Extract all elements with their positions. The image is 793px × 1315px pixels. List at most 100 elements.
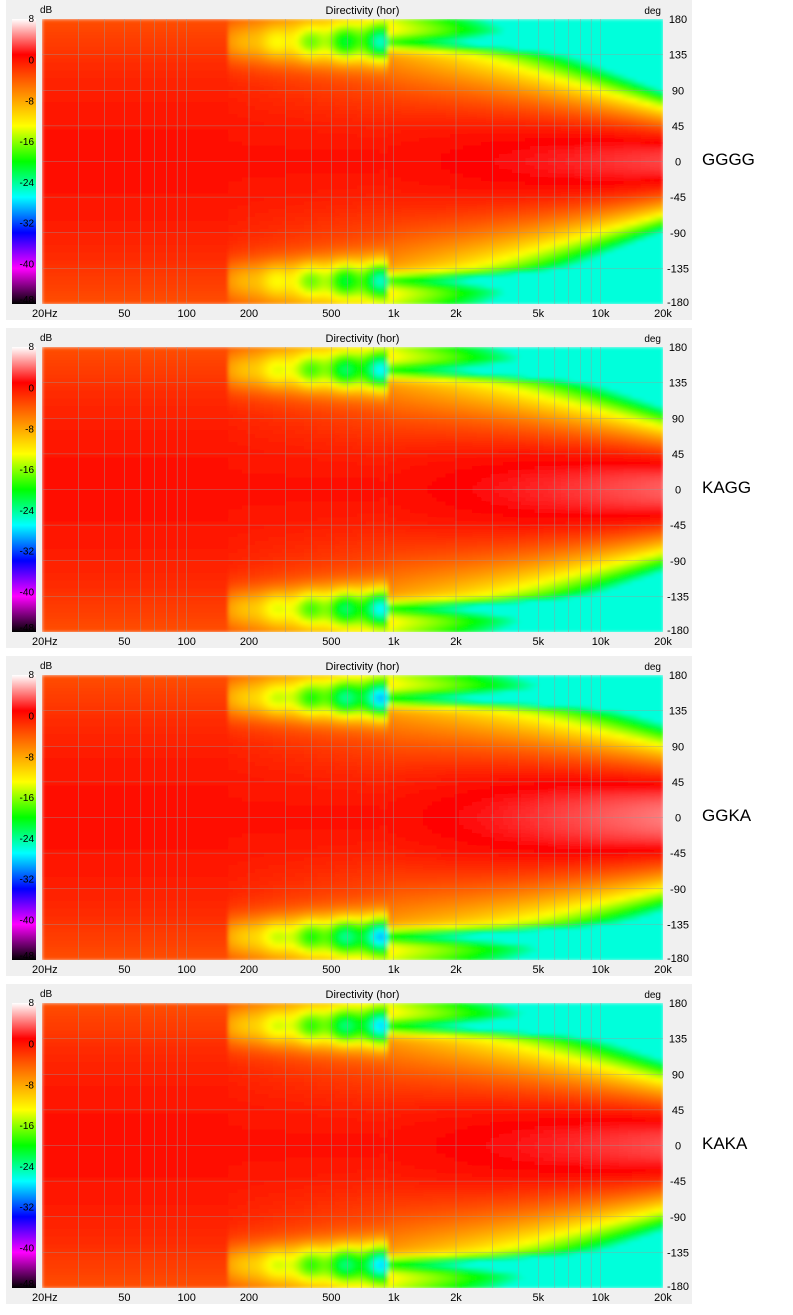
colorbar-tick-label: -24 [20,178,35,189]
colorbar-tick-label: -40 [20,587,35,598]
y-tick-label: 0 [675,157,681,169]
colorbar-tick-label: 8 [28,670,34,681]
x-tick-label: 5k [533,636,545,648]
y-tick-label: 90 [672,1069,684,1081]
y-tick-label: 0 [675,1141,681,1153]
colorbar-tick-label: 0 [28,56,34,67]
colorbar-unit-label: dB [40,661,53,672]
colorbar-unit-label: dB [40,989,53,1000]
directivity-panel-1: 8 0 -8 -16 -24 -32 -40 -48 dB Directivity (hor) de… [6,0,692,320]
x-tick-label: 1k [388,308,400,320]
y-tick-label: -90 [670,1212,686,1224]
colorbar-tick-label: -24 [20,1162,35,1173]
heatmap-surface [42,1003,663,1288]
x-tick-label: 20k [654,1292,672,1304]
colorbar-tick-label: -32 [20,875,35,886]
x-tick-label: 2k [450,964,462,976]
colorbar-tick-label: -32 [20,547,35,558]
x-tick-label: 500 [322,308,340,320]
colorbar [12,1003,36,1288]
y-unit-label: deg [644,334,661,345]
x-tick-label: 200 [240,308,258,320]
x-tick-label: 20Hz [32,308,58,320]
colorbar-tick-label: -48 [20,295,35,306]
x-tick-label: 100 [178,1292,196,1304]
colorbar-tick-label: -32 [20,1203,35,1214]
x-tick-label: 20k [654,308,672,320]
colorbar-tick-label: -24 [20,834,35,845]
colorbar [12,347,36,632]
config-label-1: GGGG [702,150,755,170]
colorbar-tick-label: -24 [20,506,35,517]
chart-title: Directivity (hor) [326,333,400,345]
y-tick-label: 45 [672,449,684,461]
x-tick-label: 50 [118,964,130,976]
x-tick-label: 1k [388,636,400,648]
y-unit-label: deg [644,662,661,673]
colorbar-tick-label: 8 [28,14,34,25]
chart-title: Directivity (hor) [326,989,400,1001]
y-tick-label: -180 [667,1281,689,1293]
gridlines [42,1003,663,1288]
y-tick-label: -135 [667,919,689,931]
colorbar-unit-label: dB [40,333,53,344]
x-tick-label: 5k [533,964,545,976]
y-tick-label: -45 [670,1176,686,1188]
colorbar-tick-label: -48 [20,951,35,962]
colorbar-tick-label: -8 [25,424,34,435]
x-tick-label: 20k [654,964,672,976]
x-tick-label: 500 [322,1292,340,1304]
x-tick-label: 100 [178,308,196,320]
heatmap-surface [42,347,663,632]
x-tick-label: 5k [533,1292,545,1304]
y-tick-label: 90 [672,741,684,753]
colorbar-tick-label: -8 [25,96,34,107]
y-tick-label: -180 [667,297,689,309]
colorbar-tick-label: -8 [25,752,34,763]
config-label-4: KAKA [702,1134,747,1154]
y-tick-label: -180 [667,625,689,637]
x-tick-label: 1k [388,1292,400,1304]
y-tick-label: -135 [667,591,689,603]
y-tick-label: 180 [669,998,687,1010]
y-tick-label: -90 [670,556,686,568]
x-tick-label: 50 [118,636,130,648]
y-tick-label: -45 [670,520,686,532]
y-tick-label: 90 [672,413,684,425]
colorbar [12,19,36,304]
x-tick-label: 1k [388,964,400,976]
x-tick-label: 50 [118,1292,130,1304]
x-tick-label: 20Hz [32,1292,58,1304]
x-tick-label: 200 [240,636,258,648]
config-label-3: GGKA [702,806,751,826]
y-tick-label: -90 [670,228,686,240]
colorbar-tick-label: -16 [20,1121,35,1132]
colorbar-tick-label: 0 [28,712,34,723]
y-tick-label: 0 [675,485,681,497]
colorbar-tick-label: 0 [28,384,34,395]
colorbar-tick-label: -48 [20,1279,35,1290]
y-tick-label: 45 [672,777,684,789]
config-label-2: KAGG [702,478,751,498]
x-tick-label: 10k [592,964,610,976]
colorbar-tick-label: -40 [20,259,35,270]
y-tick-label: 45 [672,121,684,133]
y-tick-label: 180 [669,342,687,354]
x-tick-label: 20k [654,636,672,648]
x-tick-label: 2k [450,308,462,320]
y-tick-label: 90 [672,85,684,97]
x-tick-label: 2k [450,636,462,648]
y-tick-label: -135 [667,1247,689,1259]
colorbar-tick-label: -16 [20,137,35,148]
chart-title: Directivity (hor) [326,5,400,17]
x-tick-label: 20Hz [32,964,58,976]
colorbar-tick-label: -16 [20,793,35,804]
x-tick-label: 100 [178,636,196,648]
y-tick-label: -90 [670,884,686,896]
y-tick-label: 135 [669,706,687,718]
x-tick-label: 2k [450,1292,462,1304]
directivity-panel-2: 8 0 -8 -16 -24 -32 -40 -48 dB Directivity (hor) de… [6,328,692,648]
chart-title: Directivity (hor) [326,661,400,673]
x-tick-label: 50 [118,308,130,320]
y-tick-label: 135 [669,50,687,62]
